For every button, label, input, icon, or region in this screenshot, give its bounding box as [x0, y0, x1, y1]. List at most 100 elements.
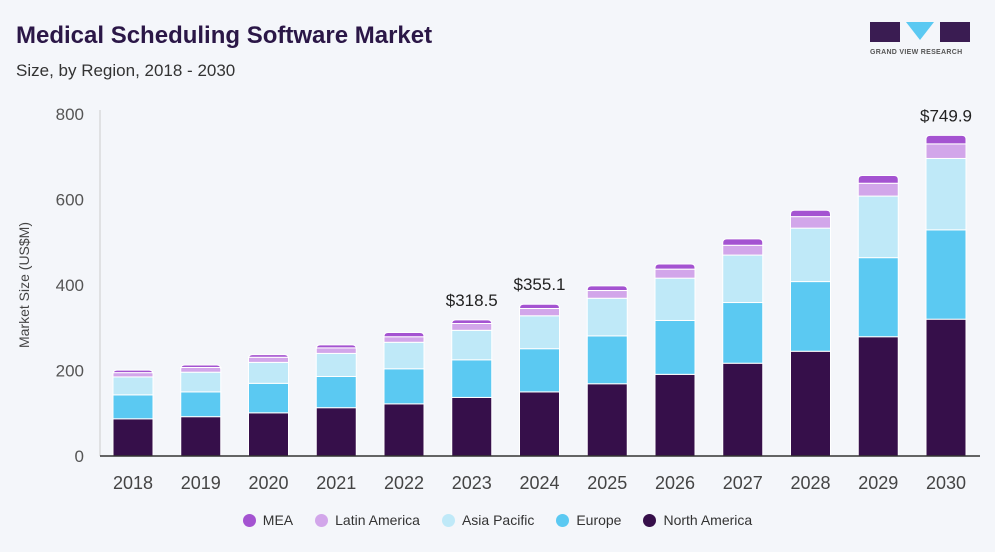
- logo-text: GRAND VIEW RESEARCH: [870, 49, 963, 56]
- chart-title: Medical Scheduling Software Market: [16, 22, 433, 49]
- bar-segment-mea: [180, 364, 222, 369]
- bar-segment-asia-pacific: [790, 227, 831, 283]
- bar-segment-latin-america: [383, 336, 425, 343]
- legend-item[interactable]: Asia Pacific: [441, 512, 535, 528]
- x-tick-label: 2028: [790, 473, 830, 493]
- data-label: $318.5: [446, 291, 498, 310]
- legend-marker-icon: [242, 513, 256, 527]
- grand-view-research-logo: GRAND VIEW RESEARCH: [870, 22, 970, 56]
- bar-segment-latin-america: [857, 182, 899, 197]
- bar-segment-latin-america: [315, 347, 357, 354]
- bar-segment-europe: [248, 382, 289, 414]
- bar-segment-mea: [654, 263, 696, 270]
- chart-subtitle: Size, by Region, 2018 - 2030: [16, 61, 236, 80]
- bar-segment-europe: [586, 335, 628, 385]
- bar-segment-latin-america: [790, 216, 831, 229]
- bar-segment-north-america: [857, 336, 899, 457]
- bar-segment-europe: [112, 394, 154, 420]
- bar-segment-latin-america: [451, 322, 493, 331]
- bar-segment-latin-america: [654, 268, 696, 279]
- x-tick-label: 2019: [181, 473, 221, 493]
- x-tick-label: 2026: [655, 473, 695, 493]
- data-label: $749.9: [920, 106, 972, 125]
- bar-segment-asia-pacific: [857, 195, 899, 259]
- legend-item[interactable]: MEA: [242, 512, 294, 528]
- x-tick-label: 2021: [316, 473, 356, 493]
- legend-label: North America: [663, 512, 753, 528]
- x-tick-label: 2030: [926, 473, 966, 493]
- bar-segment-europe: [654, 319, 696, 375]
- gvr-logo-icon: [870, 22, 970, 42]
- x-tick-label: 2027: [723, 473, 763, 493]
- bar-segment-mea: [790, 209, 831, 218]
- bar-segment-europe: [722, 302, 764, 364]
- bar-segment-north-america: [248, 412, 289, 457]
- legend-marker-icon: [315, 513, 329, 527]
- bar-segment-asia-pacific: [586, 297, 628, 337]
- x-tick-label: 2023: [452, 473, 492, 493]
- bar-segment-mea: [857, 175, 899, 184]
- legend-item[interactable]: Europe: [556, 512, 621, 528]
- bar-segment-north-america: [519, 391, 560, 457]
- legend-label: Latin America: [335, 512, 420, 528]
- y-axis-label: Market Size (US$M): [16, 222, 32, 348]
- legend-marker-icon: [643, 513, 657, 527]
- bar-segment-europe: [451, 359, 493, 398]
- bar-segment-latin-america: [112, 372, 154, 378]
- bar-segment-asia-pacific: [722, 254, 764, 304]
- bar-segment-mea: [451, 319, 493, 324]
- x-tick-label: 2020: [248, 473, 288, 493]
- bar-segment-europe: [315, 375, 357, 409]
- bar-segment-north-america: [451, 396, 493, 457]
- bar-segment-north-america: [112, 418, 154, 457]
- bar-segment-europe: [383, 368, 425, 405]
- x-tick-label: 2024: [519, 473, 559, 493]
- bar-segment-europe: [519, 348, 560, 393]
- bar-segment-latin-america: [722, 244, 764, 256]
- bar-segment-latin-america: [519, 308, 560, 317]
- bar-segment-mea: [248, 354, 289, 359]
- bar-segment-europe: [925, 229, 967, 320]
- x-tick-label: 2022: [384, 473, 424, 493]
- bar-segment-asia-pacific: [315, 352, 357, 377]
- y-tick-label: 200: [56, 362, 84, 381]
- bar-segment-north-america: [925, 318, 967, 457]
- bar-segment-mea: [112, 369, 154, 375]
- bar-segment-asia-pacific: [383, 341, 425, 370]
- bar-segment-asia-pacific: [248, 361, 289, 384]
- legend-label: Asia Pacific: [461, 512, 535, 528]
- legend-item[interactable]: North America: [643, 512, 752, 528]
- y-tick-label: 800: [56, 105, 84, 124]
- bar-segment-asia-pacific: [925, 157, 967, 231]
- bar-segment-latin-america: [248, 356, 289, 363]
- bar-segment-mea: [925, 134, 967, 145]
- legend-marker-icon: [556, 513, 570, 527]
- y-tick-label: 400: [56, 276, 84, 295]
- bar-segment-asia-pacific: [112, 376, 154, 396]
- legend-label: Europe: [576, 512, 622, 528]
- y-tick-label: 600: [56, 191, 84, 210]
- bar-segment-mea: [722, 238, 764, 246]
- bar-segment-mea: [315, 344, 357, 349]
- legend-label: MEA: [262, 512, 294, 528]
- bar-segment-north-america: [383, 403, 425, 457]
- legend-item[interactable]: Latin America: [315, 512, 420, 528]
- y-tick-label: 0: [75, 447, 84, 466]
- bar-segment-north-america: [722, 362, 764, 457]
- legend: MEA Latin America Asia Pacific Europe North …: [0, 512, 995, 528]
- bar-segment-north-america: [654, 373, 696, 457]
- bar-segment-mea: [383, 331, 425, 338]
- legend-marker-icon: [441, 513, 455, 527]
- bar-segment-north-america: [315, 407, 357, 457]
- data-label: $355.1: [514, 275, 566, 294]
- bar-segment-north-america: [790, 350, 831, 457]
- bar-segment-asia-pacific: [451, 329, 493, 361]
- x-tick-label: 2029: [858, 473, 898, 493]
- x-tick-label: 2025: [587, 473, 627, 493]
- bar-segment-europe: [180, 391, 222, 418]
- bar-segment-europe: [857, 257, 899, 338]
- bar-segment-north-america: [180, 416, 222, 457]
- bar-segment-north-america: [586, 383, 628, 457]
